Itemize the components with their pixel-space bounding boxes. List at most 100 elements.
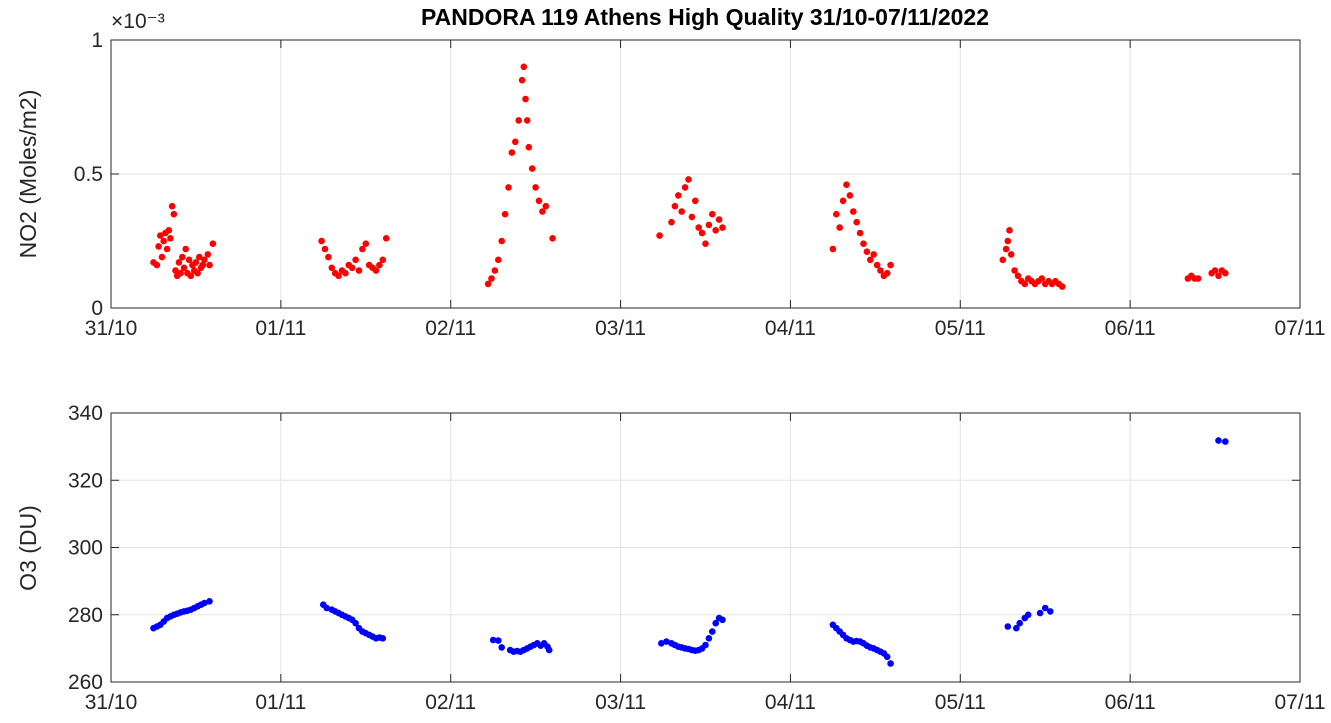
no2-y-tick-label: 0 xyxy=(91,297,103,320)
no2-point xyxy=(846,192,854,199)
no2-point xyxy=(856,229,864,237)
no2-point xyxy=(1215,272,1222,280)
o3-x-tick-label: 03/11 xyxy=(595,691,646,714)
o3-point xyxy=(712,619,719,627)
no2-gridlines xyxy=(111,40,1300,308)
no2-point xyxy=(187,272,195,280)
no2-point xyxy=(160,237,167,245)
o3-gridlines xyxy=(111,413,1300,682)
no2-point xyxy=(678,208,685,215)
o3-y-tick-label: 280 xyxy=(68,604,103,627)
no2-point xyxy=(372,267,380,274)
no2-point xyxy=(1014,272,1022,280)
no2-point xyxy=(491,267,499,274)
o3-point xyxy=(663,638,670,645)
no2-point xyxy=(528,165,536,172)
o3-y-tick-label: 260 xyxy=(68,671,103,694)
no2-point xyxy=(512,138,519,146)
no2-point xyxy=(185,256,193,264)
no2-point xyxy=(839,197,847,205)
o3-point xyxy=(1041,604,1049,612)
no2-point xyxy=(204,251,212,258)
no2-point xyxy=(376,261,383,269)
no2-point xyxy=(1002,245,1010,253)
no2-point xyxy=(192,259,200,266)
no2-point xyxy=(668,218,675,226)
no2-point xyxy=(1004,237,1012,245)
no2-point xyxy=(877,267,884,274)
no2-point xyxy=(359,245,366,253)
o3-point xyxy=(1215,437,1222,444)
o3-data-points xyxy=(150,437,1229,667)
no2-point xyxy=(829,245,837,253)
o3-point xyxy=(206,598,213,605)
no2-point xyxy=(382,235,390,242)
o3-x-tick-label: 06/11 xyxy=(1105,691,1156,714)
no2-point xyxy=(1194,275,1202,282)
no2-x-tick-label: 04/11 xyxy=(765,317,816,340)
o3-point xyxy=(709,628,716,635)
no2-point xyxy=(342,269,349,277)
no2-point xyxy=(873,261,881,269)
no2-y-axis-label: NO2 (Moles/m2) xyxy=(15,90,41,259)
o3-point xyxy=(702,641,709,649)
o3-point xyxy=(323,604,331,612)
no2-point xyxy=(172,267,179,274)
no2-point xyxy=(168,202,176,210)
no2-y-tick-labels: 00.51 xyxy=(74,29,103,320)
o3-y-tick-label: 340 xyxy=(68,402,103,425)
no2-point xyxy=(194,269,201,277)
no2-x-tick-label: 02/11 xyxy=(425,317,476,340)
no2-tick-marks xyxy=(110,39,1301,309)
no2-point xyxy=(698,229,706,237)
no2-point xyxy=(1007,251,1015,258)
no2-point xyxy=(170,210,178,218)
no2-point xyxy=(523,117,531,124)
o3-point xyxy=(1222,438,1229,445)
no2-point xyxy=(505,184,512,191)
o3-point xyxy=(1016,619,1023,627)
no2-point xyxy=(1222,269,1229,277)
no2-point xyxy=(870,251,877,258)
o3-tick-marks xyxy=(110,412,1301,683)
o3-y-axis-label: O3 (DU) xyxy=(15,505,41,591)
no2-point xyxy=(501,210,509,218)
o3-point xyxy=(1047,608,1054,615)
no2-point xyxy=(158,253,166,261)
no2-x-tick-label: 06/11 xyxy=(1105,317,1156,340)
o3-point xyxy=(379,635,387,642)
no2-point xyxy=(695,224,702,231)
no2-point xyxy=(999,256,1007,264)
no2-point xyxy=(379,256,387,264)
no2-point xyxy=(484,280,492,288)
no2-point xyxy=(348,264,356,272)
no2-point xyxy=(325,253,332,261)
no2-point xyxy=(155,243,162,250)
no2-point xyxy=(715,216,723,223)
no2-point xyxy=(549,235,556,242)
no2-point xyxy=(175,259,183,266)
o3-x-tick-label: 04/11 xyxy=(765,691,816,714)
o3-y-tick-labels: 260 280 300 320 340 xyxy=(68,402,103,694)
no2-point xyxy=(709,210,716,218)
o3-x-tick-label: 02/11 xyxy=(425,691,476,714)
o3-point xyxy=(489,636,497,644)
no2-point xyxy=(520,63,528,71)
no2-point xyxy=(355,267,363,274)
no2-point xyxy=(685,176,692,183)
o3-x-tick-label: 31/10 xyxy=(85,691,138,714)
no2-point xyxy=(318,237,325,245)
o3-point xyxy=(883,653,891,661)
no2-point xyxy=(180,264,188,272)
no2-point xyxy=(206,261,213,269)
o3-point xyxy=(887,660,894,667)
o3-point xyxy=(1013,624,1020,632)
o3-point xyxy=(705,635,713,642)
no2-data-points xyxy=(150,63,1229,290)
no2-point xyxy=(209,240,217,247)
no2-point xyxy=(182,245,189,253)
no2-point xyxy=(532,184,539,191)
no2-point xyxy=(712,227,719,234)
no2-point xyxy=(656,232,663,239)
no2-point xyxy=(199,261,206,269)
